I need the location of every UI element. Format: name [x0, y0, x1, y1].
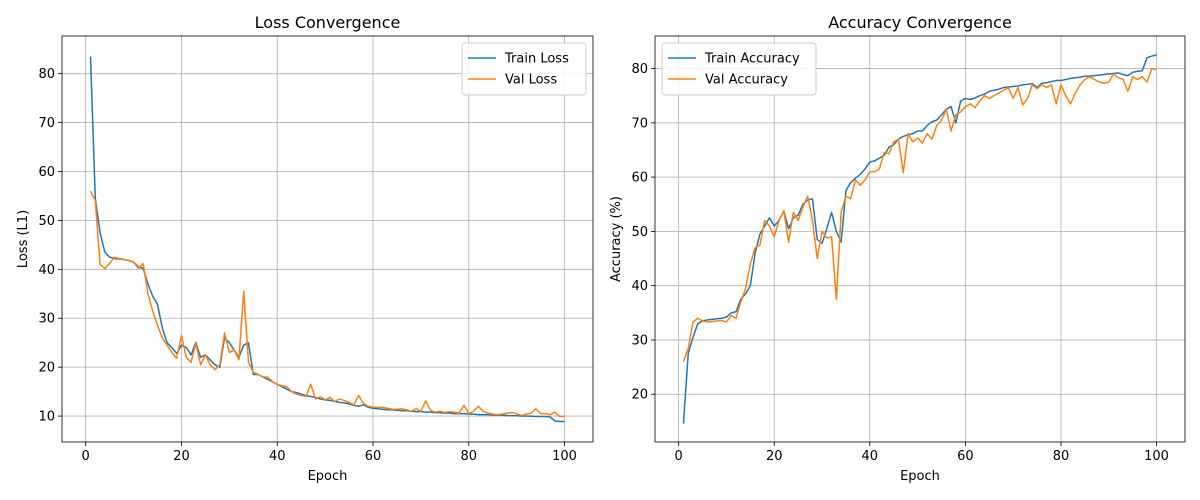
legend-label: Train Accuracy	[704, 52, 800, 67]
x-tick-label: 0	[82, 449, 90, 464]
x-tick-label: 20	[766, 449, 783, 464]
x-tick-label: 100	[552, 449, 577, 464]
y-axis-label: Accuracy (%)	[609, 196, 624, 282]
x-tick-label: 40	[862, 449, 879, 464]
x-tick-label: 60	[957, 449, 974, 464]
y-tick-label: 70	[38, 116, 55, 131]
legend: Train Loss Val Loss	[461, 42, 587, 96]
loss-panel: 0 20 40 60 80 100 10 20 30 40 50 60 70 80 Loss Converg…	[16, 13, 594, 484]
y-tick-label: 60	[631, 171, 648, 186]
y-tick-label: 70	[631, 116, 648, 131]
y-tick-label: 20	[631, 388, 648, 403]
y-tick-label: 20	[38, 361, 55, 376]
legend-label: Train Loss	[504, 52, 569, 67]
series-line-val-loss	[89, 190, 565, 418]
y-tick-label: 50	[631, 225, 648, 240]
series-line-train-accuracy	[682, 54, 1157, 424]
axes-frame	[654, 35, 1186, 443]
x-tick-label: 40	[269, 449, 286, 464]
legend-box	[461, 42, 587, 96]
y-tick-label: 10	[38, 410, 55, 425]
x-axis-label: Epoch	[308, 469, 348, 484]
y-tick-label: 40	[631, 279, 648, 294]
y-tick-label: 60	[38, 165, 55, 180]
x-tick-label: 20	[173, 449, 190, 464]
legend-box	[661, 42, 817, 96]
x-tick-label: 80	[1053, 449, 1070, 464]
legend-label: Val Loss	[505, 73, 557, 88]
accuracy-panel: 0 20 40 60 80 100 20 30 40 50 60 70 80 Accuracy Conve…	[609, 13, 1186, 484]
legend-label: Val Accuracy	[705, 73, 788, 88]
x-tick-label: 100	[1144, 449, 1169, 464]
series-line-val-accuracy	[682, 67, 1157, 362]
y-tick-label: 50	[38, 214, 55, 229]
x-tick-label: 0	[675, 449, 683, 464]
y-tick-label: 80	[631, 62, 648, 77]
series-line-train-loss	[89, 56, 565, 423]
legend: Train Accuracy Val Accuracy	[661, 42, 817, 96]
y-tick-label: 30	[38, 312, 55, 327]
x-tick-label: 60	[365, 449, 382, 464]
y-axis-label: Loss (L1)	[16, 210, 31, 268]
y-tick-label: 80	[38, 67, 55, 82]
x-tick-label: 80	[460, 449, 477, 464]
y-tick-label: 30	[631, 333, 648, 348]
axes-frame	[61, 35, 594, 443]
y-tick-label: 40	[38, 263, 55, 278]
chart-title: Loss Convergence	[255, 13, 401, 32]
chart-title: Accuracy Convergence	[828, 13, 1012, 32]
x-axis-label: Epoch	[900, 469, 940, 484]
